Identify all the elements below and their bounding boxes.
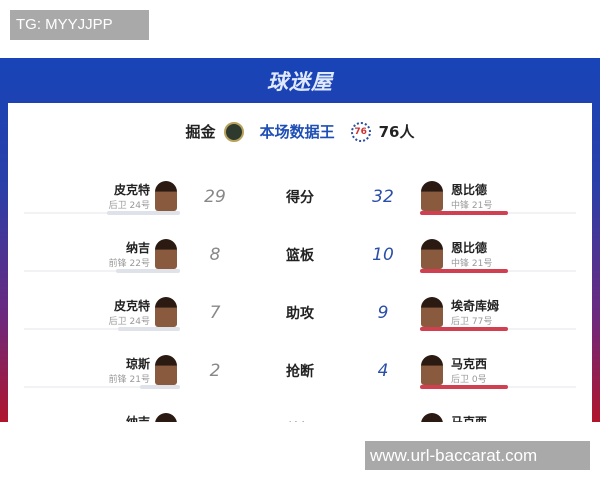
- right-player-position: 后卫 0号: [451, 375, 487, 385]
- left-track: [24, 328, 180, 330]
- header-title: 本场数据王: [259, 123, 335, 141]
- watermark: www.url-baccarat.com: [365, 441, 590, 470]
- left-player-name: 琼斯: [125, 357, 150, 371]
- left-player-position: 前锋 22号: [108, 259, 150, 269]
- right-stat-bar: [420, 211, 508, 215]
- nuggets-logo-icon: [223, 121, 244, 142]
- right-player-avatar: [421, 297, 443, 327]
- sixers-logo-icon: 76: [350, 121, 371, 142]
- stat-category: 盖帽: [270, 419, 330, 422]
- left-player-position: 前锋 21号: [108, 375, 150, 385]
- right-player-avatar: [421, 355, 443, 385]
- left-track: [24, 212, 180, 214]
- right-stat-bar: [420, 385, 508, 389]
- left-player-avatar: [155, 239, 177, 269]
- left-stat-bar: [118, 327, 180, 331]
- left-value: 8: [209, 245, 221, 265]
- left-player-avatar: [155, 297, 177, 327]
- left-track: [24, 386, 180, 388]
- right-value: 9: [377, 303, 389, 323]
- left-stat-bar: [107, 211, 180, 215]
- left-player-position: 后卫 24号: [108, 201, 150, 211]
- right-player-position: 中锋 21号: [451, 259, 493, 269]
- left-value: 29: [204, 187, 226, 207]
- left-player-position: 后卫 24号: [108, 317, 150, 327]
- away-team: 76人: [378, 123, 415, 141]
- right-value: 4: [377, 361, 389, 381]
- left-value: 7: [209, 303, 221, 323]
- left-stat-bar: [116, 269, 180, 273]
- stat-row: 纳吉 盖帽 马克西: [8, 413, 592, 422]
- right-player-name: 恩比德: [451, 183, 488, 197]
- left-player-name: 纳吉: [125, 415, 150, 422]
- left-value: 2: [209, 361, 221, 381]
- stat-category: 得分: [286, 190, 314, 206]
- left-player-name: 纳吉: [125, 241, 150, 255]
- site-logo: 球迷屋: [267, 70, 333, 94]
- right-player-name: 马克西: [451, 415, 488, 422]
- right-player-name: 埃奇库姆: [451, 299, 500, 313]
- stat-row: 琼斯 前锋 21号 2 抢断 4 马克西 后卫 0号: [8, 355, 592, 413]
- stat-row: 皮克特 后卫 24号 29 得分 32 恩比德 中锋 21号: [8, 181, 592, 239]
- right-value: 32: [372, 187, 394, 207]
- stat-category: 篮板: [286, 248, 314, 264]
- stat-row: 皮克特 后卫 24号 7 助攻 9 埃奇库姆 后卫 77号: [8, 297, 592, 355]
- stats-panel: 球迷屋 掘金 本场数据王 76 76人 皮克特 后卫 24号 29 得分 32 …: [0, 58, 600, 422]
- left-player-name: 皮克特: [113, 299, 150, 313]
- left-track: [24, 270, 180, 272]
- telegram-label: TG: MYYJJPP: [10, 10, 149, 40]
- right-value: 10: [372, 245, 394, 265]
- right-stat-bar: [420, 269, 508, 273]
- stat-category: 助攻: [286, 306, 314, 322]
- stats-card: 掘金 本场数据王 76 76人 皮克特 后卫 24号 29 得分 32 恩比德 …: [8, 103, 592, 422]
- matchup-header: 掘金 本场数据王 76 76人: [8, 121, 592, 142]
- right-player-position: 中锋 21号: [451, 201, 493, 211]
- left-player-name: 皮克特: [113, 183, 150, 197]
- left-player-avatar: [155, 413, 177, 422]
- left-stat-bar: [140, 385, 180, 389]
- right-player-name: 恩比德: [451, 241, 488, 255]
- right-stat-bar: [420, 327, 508, 331]
- left-player-avatar: [155, 355, 177, 385]
- right-player-avatar: [421, 239, 443, 269]
- home-team: 掘金: [185, 123, 216, 141]
- right-player-avatar: [421, 181, 443, 211]
- right-player-avatar: [421, 413, 443, 422]
- right-player-position: 后卫 77号: [451, 317, 493, 327]
- stat-category: 抢断: [286, 364, 314, 380]
- right-player-name: 马克西: [451, 357, 488, 371]
- stat-row: 纳吉 前锋 22号 8 篮板 10 恩比德 中锋 21号: [8, 239, 592, 297]
- left-player-avatar: [155, 181, 177, 211]
